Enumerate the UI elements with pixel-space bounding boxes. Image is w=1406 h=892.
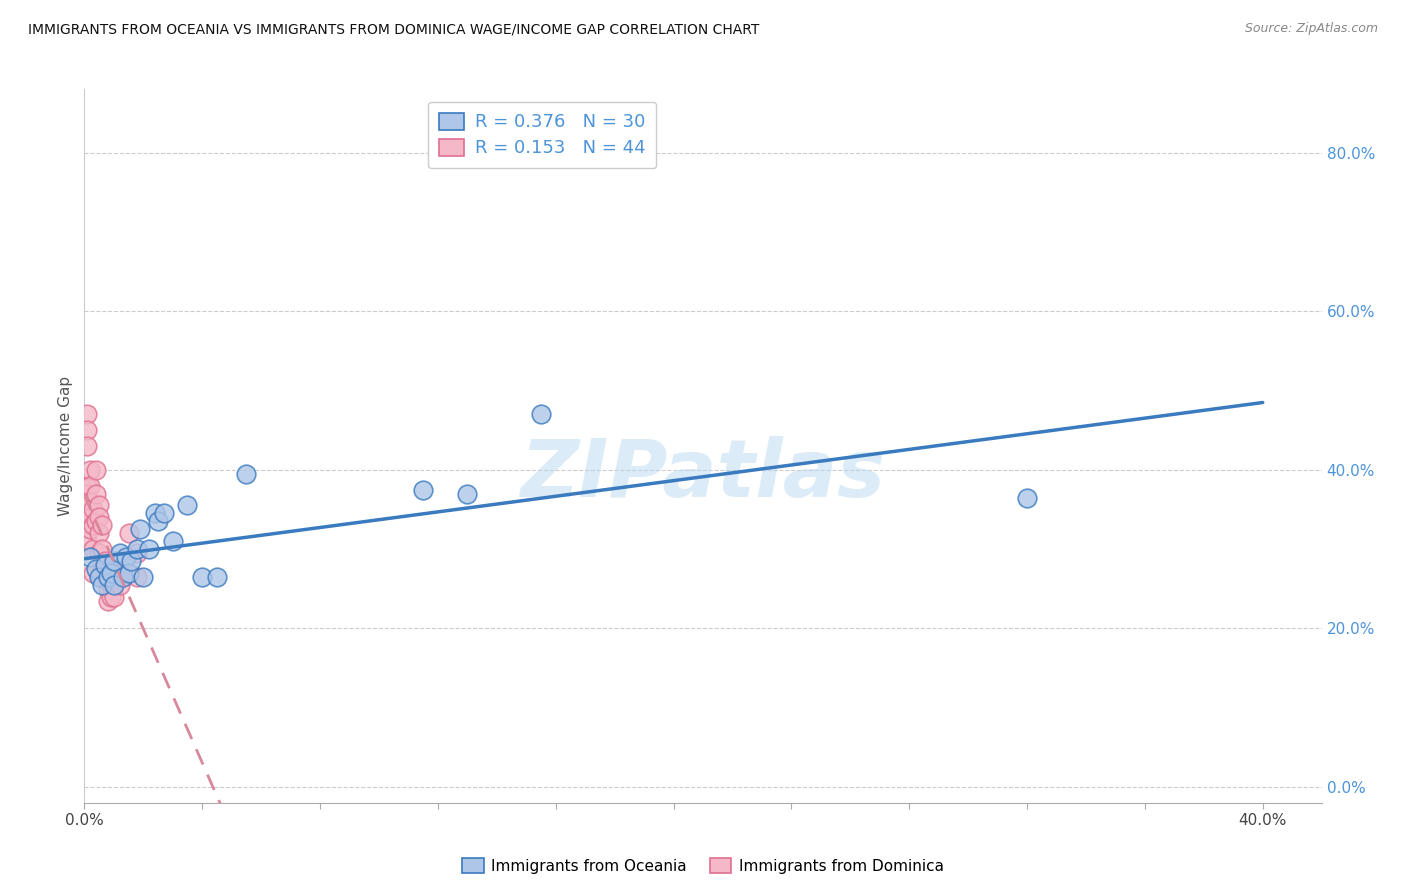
Point [103, 590, 125, 604]
Point [87, 499, 110, 513]
Point [79, 494, 101, 508]
Point [100, 566, 122, 580]
Point [97, 582, 120, 596]
Point [103, 562, 125, 576]
Text: ZIPatlas: ZIPatlas [520, 435, 886, 514]
Point [108, 566, 131, 580]
Point [103, 574, 125, 588]
Point [100, 578, 122, 592]
Point [79, 510, 101, 524]
Point [87, 526, 110, 541]
Legend: R = 0.376   N = 30, R = 0.153   N = 44: R = 0.376 N = 30, R = 0.153 N = 44 [427, 102, 657, 169]
Point [82, 566, 104, 580]
Point [235, 467, 257, 481]
Point [108, 578, 131, 592]
Point [97, 566, 120, 580]
Point [84, 514, 107, 528]
Point [91, 518, 114, 533]
Point [76, 423, 98, 437]
Point [79, 463, 101, 477]
Point [412, 483, 434, 497]
Point [97, 574, 120, 588]
Point [138, 542, 160, 557]
Point [91, 542, 114, 557]
Point [82, 502, 104, 516]
Point [114, 549, 136, 564]
Point [100, 590, 122, 604]
Point [79, 478, 101, 492]
Point [114, 566, 136, 580]
Point [91, 578, 114, 592]
Point [76, 502, 98, 516]
Point [191, 570, 214, 584]
Point [76, 407, 98, 421]
Point [456, 486, 478, 500]
Point [84, 463, 107, 477]
Point [121, 554, 143, 568]
Point [1015, 491, 1038, 505]
Point [129, 522, 152, 536]
Point [84, 486, 107, 500]
Point [91, 562, 114, 576]
Y-axis label: Wage/Income Gap: Wage/Income Gap [58, 376, 73, 516]
Legend: Immigrants from Oceania, Immigrants from Dominica: Immigrants from Oceania, Immigrants from… [456, 852, 950, 880]
Point [82, 518, 104, 533]
Point [132, 570, 155, 584]
Point [146, 514, 169, 528]
Point [87, 546, 110, 560]
Point [117, 526, 139, 541]
Point [111, 570, 134, 584]
Point [103, 554, 125, 568]
Point [76, 439, 98, 453]
Point [162, 534, 184, 549]
Point [82, 542, 104, 557]
Point [127, 542, 149, 557]
Text: Source: ZipAtlas.com: Source: ZipAtlas.com [1244, 22, 1378, 36]
Point [87, 510, 110, 524]
Point [143, 507, 166, 521]
Point [76, 478, 98, 492]
Point [127, 546, 149, 560]
Point [79, 549, 101, 564]
Point [97, 570, 120, 584]
Point [176, 499, 198, 513]
Point [100, 570, 122, 584]
Point [76, 534, 98, 549]
Text: IMMIGRANTS FROM OCEANIA VS IMMIGRANTS FROM DOMINICA WAGE/INCOME GAP CORRELATION : IMMIGRANTS FROM OCEANIA VS IMMIGRANTS FR… [28, 22, 759, 37]
Point [127, 570, 149, 584]
Point [76, 486, 98, 500]
Point [87, 570, 110, 584]
Point [97, 593, 120, 607]
Point [94, 566, 117, 580]
Point [117, 566, 139, 580]
Point [530, 407, 553, 421]
Point [94, 558, 117, 572]
Point [79, 522, 101, 536]
Point [108, 546, 131, 560]
Point [94, 554, 117, 568]
Point [153, 507, 176, 521]
Point [205, 570, 228, 584]
Point [84, 562, 107, 576]
Point [103, 578, 125, 592]
